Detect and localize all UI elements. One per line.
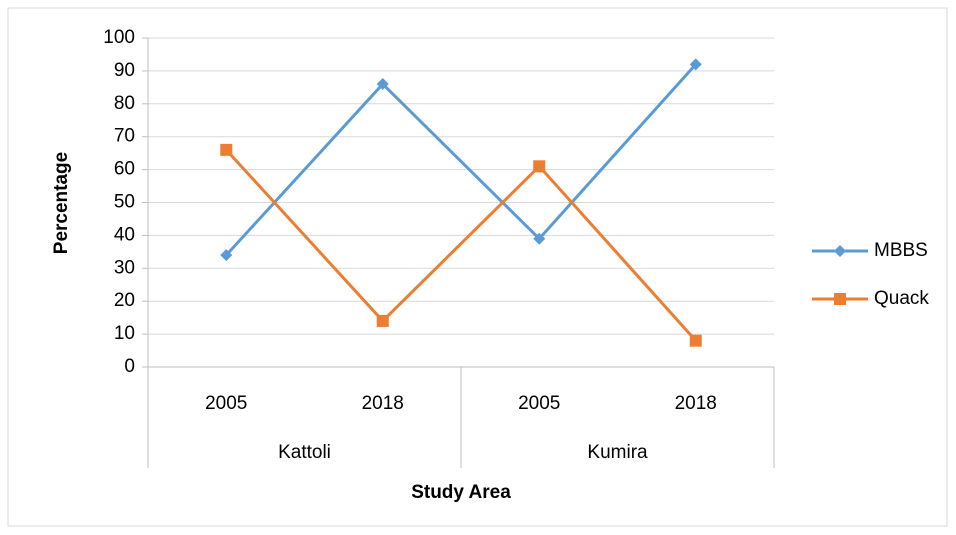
y-tick-label: 60 [114,159,135,180]
series-line [225,63,697,257]
marker [689,58,702,71]
marker [689,334,702,347]
y-tick-label: 80 [114,93,135,114]
marker [376,314,389,327]
y-tick-label: 30 [114,257,135,278]
y-tick-label: 50 [114,192,135,213]
marker [533,232,546,245]
x-tick-label: 2005 [518,393,560,414]
legend-label: MBBS [874,240,928,261]
x-axis-title: Study Area [411,482,511,503]
legend-label: Quack [874,288,929,309]
marker [834,245,846,257]
y-tick-label: 0 [124,356,135,377]
y-tick-label: 90 [114,60,135,81]
chart-frame [7,7,948,527]
group-label: Kumira [587,442,648,463]
marker [376,78,389,91]
y-tick-label: 100 [103,27,135,48]
y-tick-label: 10 [114,323,135,344]
series-line [225,148,697,342]
y-tick-label: 70 [114,126,135,147]
x-tick-label: 2018 [675,393,717,414]
marker [220,249,233,262]
y-tick-label: 40 [114,224,135,245]
marker [533,160,546,173]
x-tick-label: 2018 [362,393,404,414]
y-tick-label: 20 [114,290,135,311]
group-label: Kattoli [278,442,331,463]
y-axis-title: Percentage [51,152,72,254]
marker [220,143,233,156]
x-tick-label: 2005 [205,393,247,414]
marker [834,293,846,305]
